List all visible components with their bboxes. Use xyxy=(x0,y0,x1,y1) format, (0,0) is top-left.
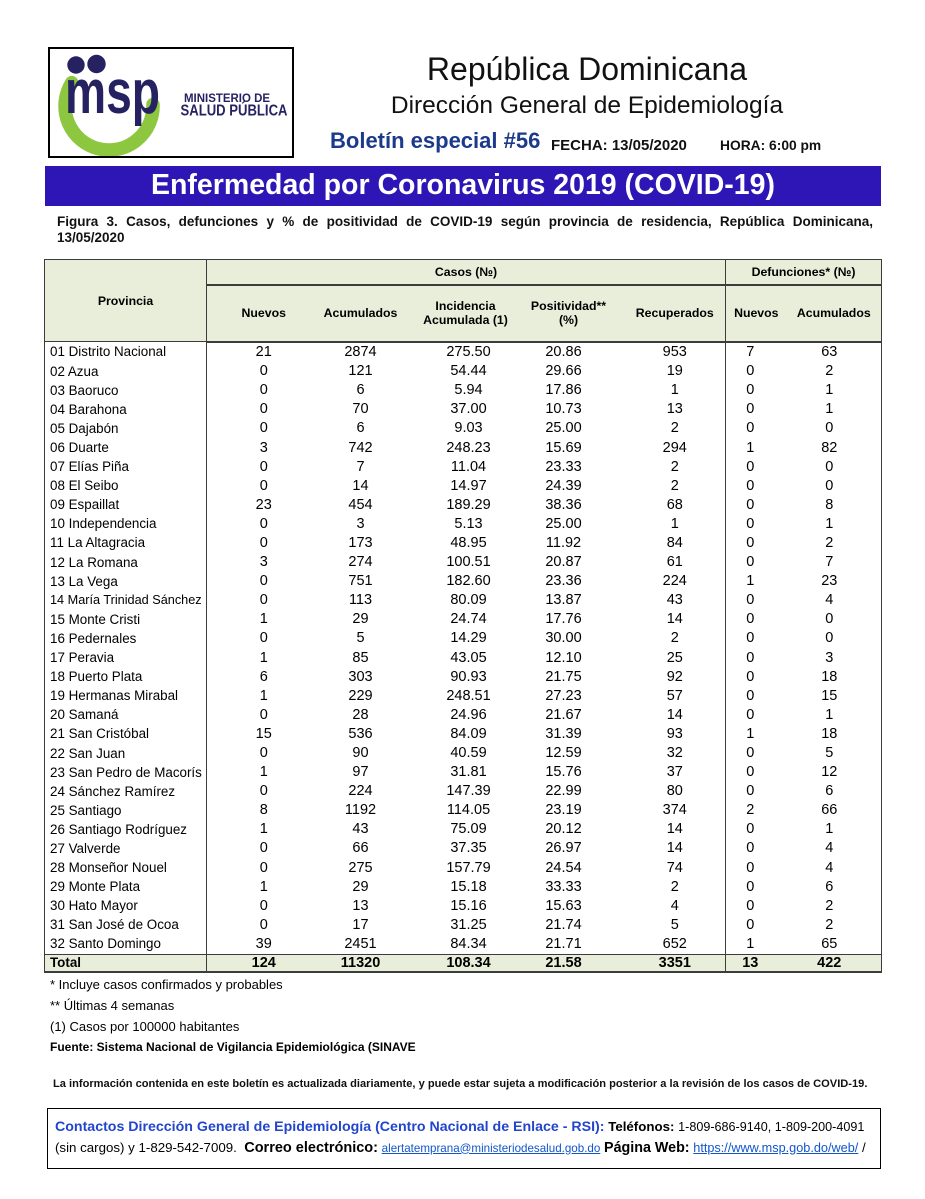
svg-text:msp: msp xyxy=(65,58,160,127)
svg-text:SALUD PÚBLICA: SALUD PÚBLICA xyxy=(181,102,288,120)
svg-text:MINISTERIO DE: MINISTERIO DE xyxy=(184,91,270,105)
